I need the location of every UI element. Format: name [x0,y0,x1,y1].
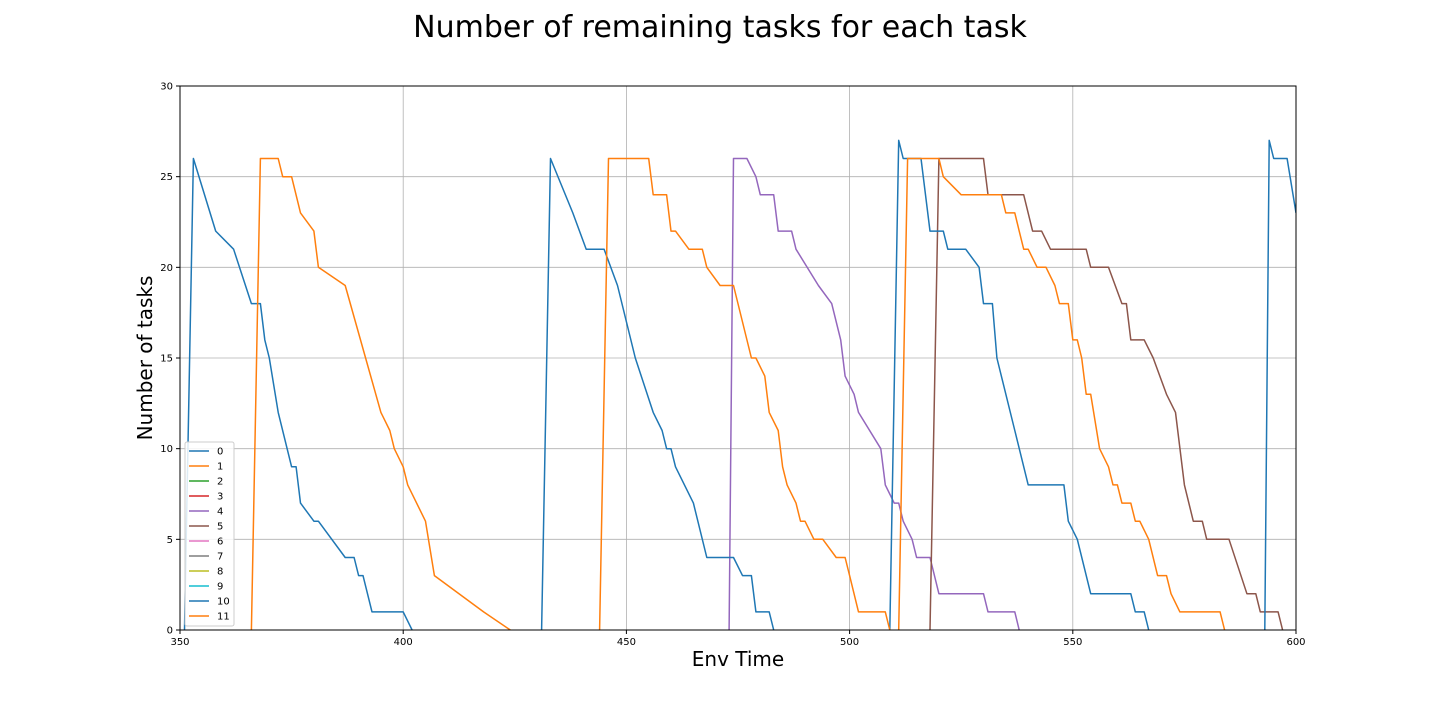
y-tick-label: 15 [160,354,173,365]
gridlines [179,85,1297,631]
legend-label-6: 6 [217,537,223,548]
y-tick-label: 25 [160,172,173,183]
chart-title: Number of remaining tasks for each task [413,10,1027,45]
series-lines [183,139,1296,630]
x-tick-label: 350 [170,637,189,648]
legend-label-8: 8 [217,567,223,578]
y-tick-label: 0 [167,626,173,637]
series-line-1 [250,157,511,630]
series-line-10 [540,139,1296,630]
series-line-5 [929,157,1284,630]
legend: 0 1 2 3 4 5 6 7 8 9 10 11 [184,441,235,627]
x-tick-label: 400 [394,637,413,648]
legend-label-11: 11 [217,612,230,623]
x-tick-label: 600 [1286,637,1305,648]
legend-label-5: 5 [217,522,223,533]
legend-label-2: 2 [217,477,223,488]
legend-label-1: 1 [217,462,223,473]
y-tick-label: 30 [160,82,173,93]
x-tick-label: 550 [1063,637,1082,648]
series-line-11 [598,157,1226,630]
legend-label-9: 9 [217,582,223,593]
legend-label-3: 3 [217,492,223,503]
x-tick-label: 450 [617,637,636,648]
legend-box [184,441,235,627]
x-axis-label: Env Time [692,647,784,671]
y-tick-label: 5 [167,535,173,546]
x-tick-label: 500 [840,637,859,648]
series-line-4 [728,157,1020,630]
legend-label-10: 10 [217,597,230,608]
y-tick-label: 20 [160,263,173,274]
legend-label-4: 4 [217,507,223,518]
series-line-0 [183,157,413,630]
legend-label-0: 0 [217,447,223,458]
y-axis-label: Number of tasks [133,276,157,441]
y-tick-label: 10 [160,444,173,455]
legend-label-7: 7 [217,552,223,563]
